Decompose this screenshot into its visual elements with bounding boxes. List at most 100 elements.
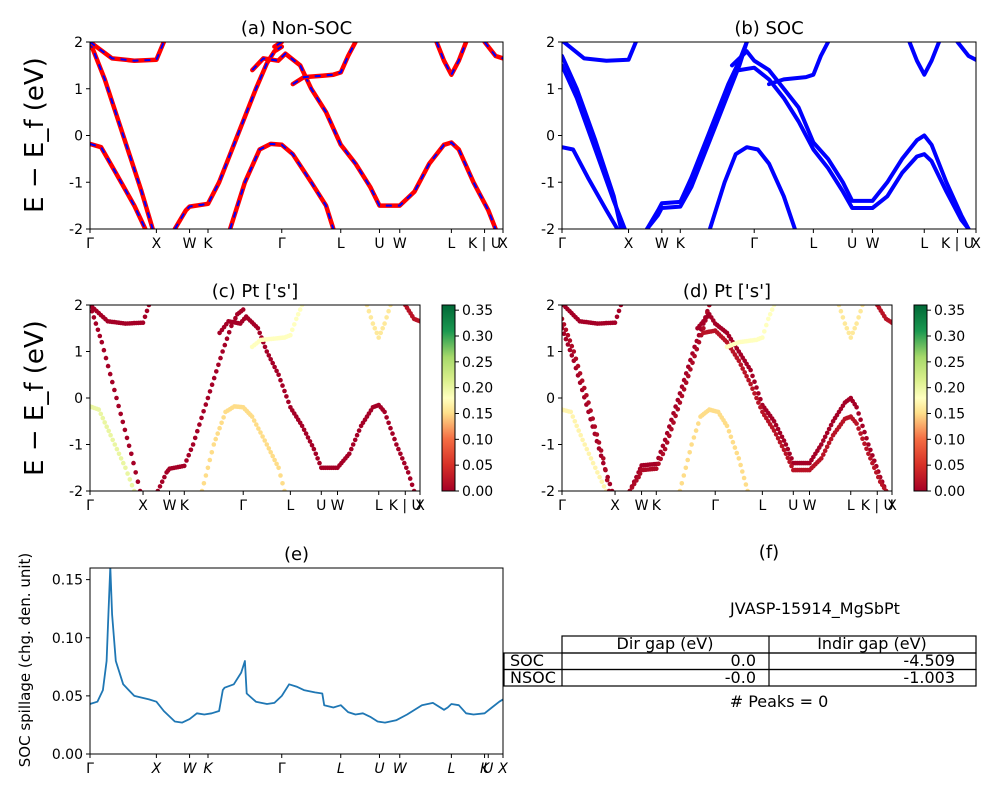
projection-point: [862, 441, 867, 447]
projection-point: [386, 308, 391, 314]
projection-point: [388, 425, 393, 431]
projection-point: [562, 322, 567, 327]
projection-point: [586, 400, 591, 405]
projection-point: [400, 456, 405, 461]
projection-point: [214, 369, 219, 374]
projection-point: [773, 422, 779, 428]
projection-point: [313, 451, 319, 457]
projection-point: [746, 377, 751, 383]
projection-point: [405, 470, 411, 475]
peaks-count: # Peaks = 0: [730, 692, 829, 711]
projection-point: [673, 413, 678, 419]
projection-point: [789, 463, 794, 469]
projection-point: [305, 435, 311, 440]
band-line-dashed: [90, 142, 147, 229]
colorbar: [913, 304, 928, 492]
projection-point: [858, 308, 863, 314]
projection-point: [374, 330, 380, 336]
projection-point: [565, 342, 571, 347]
row-label-soc: SOC: [510, 651, 544, 670]
x-tick-label: W: [393, 761, 408, 777]
projection-point: [294, 316, 299, 322]
projection-point: [660, 451, 666, 457]
projection-point: [411, 488, 417, 491]
projection-point: [110, 437, 115, 443]
y-tick-label: -1: [69, 175, 83, 191]
projection-point: [563, 327, 569, 333]
projection-point: [93, 321, 99, 326]
projection-point: [686, 373, 691, 379]
axes-frame: [89, 41, 504, 230]
projection-point: [748, 381, 753, 387]
projection-point: [222, 342, 228, 348]
projection-point: [112, 387, 117, 393]
projection-point: [110, 379, 115, 385]
panel-f: (f) JVASP-15914_MgSbPt Dir gap (eV) Indi…: [503, 542, 977, 711]
projection-point: [301, 427, 307, 433]
colorbar-tick-label: 0.30: [462, 329, 493, 345]
projection-point: [677, 400, 683, 405]
projection-point: [268, 357, 274, 362]
projection-point: [693, 428, 699, 433]
projection-point: [781, 438, 787, 443]
projection-point: [781, 447, 787, 453]
projection-point: [101, 347, 107, 353]
projection-point: [372, 326, 378, 331]
projection-point: [683, 465, 689, 471]
projection-point: [390, 431, 395, 436]
projection-point: [266, 353, 272, 358]
projection-point: [582, 442, 587, 447]
projection-point: [607, 481, 613, 487]
y-tick-label: -2: [69, 222, 83, 238]
y-tick-label: 1: [546, 82, 555, 98]
projection-point: [618, 305, 624, 308]
y-tick-label: 2: [74, 298, 83, 314]
colorbar-tick-label: 0.25: [462, 355, 493, 371]
projection-point: [121, 460, 126, 466]
projection-point: [852, 326, 857, 331]
projection-point: [679, 393, 685, 399]
projection-point: [226, 330, 232, 335]
projection-point: [819, 442, 824, 447]
projection-point: [764, 322, 769, 328]
projection-point: [270, 360, 276, 366]
projection-point: [217, 425, 222, 431]
projection-point: [218, 355, 223, 361]
projection-point: [392, 436, 397, 442]
x-tick-label: Γ: [711, 498, 719, 514]
projection-point: [407, 476, 413, 481]
projection-point: [604, 477, 610, 483]
projection-point: [691, 435, 697, 440]
projection-point: [220, 349, 225, 354]
projection-point: [669, 426, 674, 432]
projection-point: [278, 377, 283, 383]
projection-point: [97, 333, 103, 339]
x-tick-label: W: [331, 498, 345, 514]
projection-point: [592, 424, 598, 429]
x-tick-label: W: [163, 498, 177, 514]
projection-point: [858, 431, 863, 436]
projection-point: [601, 456, 606, 461]
projection-point: [118, 411, 123, 417]
colorbar-tick-label: 0.20: [462, 381, 493, 397]
projection-point: [376, 335, 382, 340]
y-tick-label: 2: [546, 35, 555, 51]
projection-point: [574, 423, 579, 429]
projection-point: [844, 326, 850, 331]
projection-point: [155, 488, 161, 491]
band-line-soc: [562, 42, 638, 63]
projection-point: [821, 438, 826, 443]
projection-point: [251, 418, 257, 423]
projection-point: [91, 315, 97, 320]
y-tick-label: 2: [74, 35, 83, 51]
soc-indir-gap: -4.509: [903, 651, 955, 670]
projection-point: [299, 305, 305, 308]
projection-point: [402, 460, 407, 466]
colorbar-tick-label: 0.10: [462, 432, 493, 448]
projection-point: [125, 471, 130, 476]
y-tick-label: 1: [74, 82, 83, 98]
nsoc-dir-gap: -0.0: [725, 668, 756, 687]
projection-point: [570, 414, 576, 419]
projection-point: [207, 457, 213, 463]
